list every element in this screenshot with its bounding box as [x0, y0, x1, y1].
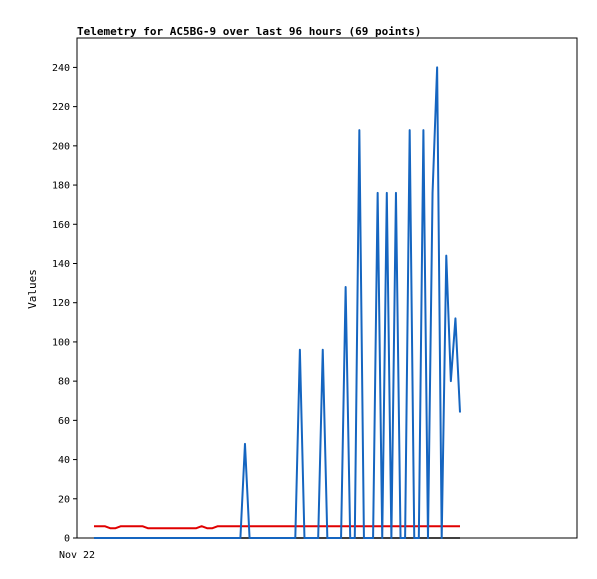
y-tick-label: 40 — [58, 455, 70, 466]
x-axis: Nov 22 — [59, 550, 95, 561]
y-tick-label: 0 — [64, 534, 70, 545]
y-tick-label: 100 — [52, 337, 70, 348]
x-tick-label: Nov 22 — [59, 550, 95, 561]
y-tick-label: 120 — [52, 298, 70, 309]
blue-series-line — [94, 66, 461, 539]
y-tick-label: 200 — [52, 141, 70, 152]
y-tick-label: 160 — [52, 220, 70, 231]
y-tick-label: 60 — [58, 416, 70, 427]
series-group — [94, 66, 461, 539]
y-axis-label: Values — [26, 269, 39, 309]
red-series-line — [94, 525, 460, 530]
y-tick-label: 20 — [58, 494, 70, 505]
y-tick-label: 80 — [58, 377, 70, 388]
chart-title: Telemetry for AC5BG-9 over last 96 hours… — [77, 25, 421, 38]
y-tick-label: 240 — [52, 63, 70, 74]
y-tick-label: 140 — [52, 259, 70, 270]
plot-area — [76, 37, 578, 539]
y-axis: 0 20 40 60 80 100 120 140 160 180 200 220 240 — [52, 63, 77, 545]
y-tick-label: 180 — [52, 181, 70, 192]
y-tick-label: 220 — [52, 102, 70, 113]
